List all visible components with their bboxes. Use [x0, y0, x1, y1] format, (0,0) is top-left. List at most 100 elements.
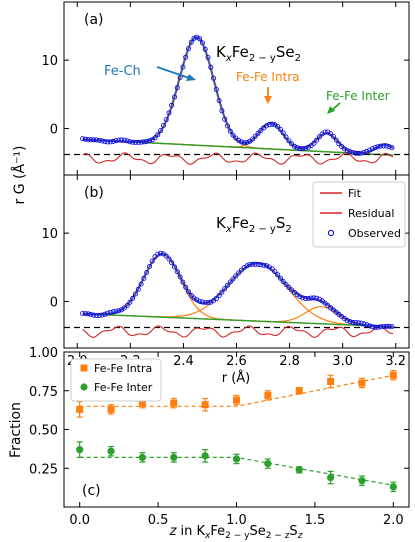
observed-point [336, 141, 342, 147]
observed-point [333, 137, 339, 143]
peak-component-2 [82, 132, 394, 156]
observed-point [252, 261, 258, 267]
observed-point [375, 144, 381, 150]
observed-point [353, 320, 359, 326]
observed-point [241, 140, 247, 146]
observed-point [180, 64, 186, 70]
observed-point [344, 317, 350, 323]
observed-point [99, 312, 105, 318]
observed-point [171, 94, 177, 100]
observed-point [208, 64, 214, 70]
panel-a-plot-area [64, 34, 409, 165]
observed-point [121, 305, 127, 311]
observed-point [347, 149, 353, 155]
observed-point [247, 262, 253, 268]
observed-point [158, 250, 164, 256]
intra-point [295, 387, 303, 395]
observed-point [171, 264, 177, 270]
observed-point [302, 295, 308, 301]
residual-line [82, 325, 394, 338]
observed-point [255, 261, 261, 267]
observed-point [188, 292, 194, 298]
observed-point [369, 324, 375, 330]
observed-point [236, 270, 242, 276]
y-tick-label: 0 [50, 123, 58, 138]
intra-point [138, 399, 146, 407]
observed-point [286, 138, 292, 144]
observed-point [138, 139, 144, 145]
observed-point [252, 133, 258, 139]
fit-red-line [82, 253, 394, 329]
observed-point [286, 284, 292, 290]
x-tick-label: 0.0 [69, 513, 90, 528]
observed-point [199, 40, 205, 46]
observed-point [202, 46, 208, 52]
observed-point [113, 308, 119, 314]
observed-point [361, 149, 367, 155]
observed-point [96, 313, 102, 319]
observed-point [155, 132, 161, 138]
observed-point [369, 146, 375, 152]
observed-point [107, 309, 113, 315]
observed-point [291, 143, 297, 149]
observed-point [230, 276, 236, 282]
inter-point [264, 460, 272, 468]
observed-point [138, 281, 144, 287]
observed-point [272, 269, 278, 275]
observed-point [124, 138, 130, 144]
observed-point [152, 135, 158, 141]
panel-c-legend: Fe-Fe Intra Fe-Fe Inter [70, 358, 162, 402]
observed-point [222, 286, 228, 292]
observed-point [141, 275, 147, 281]
observed-point [258, 127, 264, 133]
observed-point [116, 137, 122, 143]
arrow-fe-fe-inter-head [327, 106, 335, 114]
inter-point [232, 455, 241, 463]
observed-point [144, 138, 150, 144]
observed-point [91, 137, 97, 143]
observed-point [105, 310, 111, 316]
arrow-fe-ch-head [186, 74, 196, 81]
observed-point [389, 145, 395, 151]
observed-point [308, 295, 314, 301]
legend-residual-label: Residual [348, 207, 394, 220]
fit-dashed-0 [79, 374, 394, 407]
panel-b-y-ticks: 0 10 [41, 227, 409, 311]
intra-point [264, 391, 272, 399]
observed-point [163, 253, 169, 259]
observed-point [364, 148, 370, 154]
observed-point [350, 149, 356, 155]
x-tick-label: 0.5 [148, 513, 169, 528]
observed-point [82, 311, 88, 317]
observed-point [107, 139, 113, 145]
observed-point [380, 143, 386, 149]
observed-point [280, 130, 286, 136]
panel-c: 0.25 0.50 0.75 1.00 0.0 0.5 1.0 1.5 2.0 (c) Fe-… [8, 346, 410, 541]
observed-point [185, 289, 191, 295]
observed-point [224, 282, 230, 288]
observed-point [297, 145, 303, 151]
annotation-fe-fe-intra: Fe-Fe Intra [236, 70, 300, 84]
observed-point [146, 138, 152, 144]
observed-point [266, 122, 272, 128]
observed-point [119, 137, 125, 143]
observed-point [372, 145, 378, 151]
x-tick-label: 2.8 [279, 354, 300, 369]
x-tick-label: 2.4 [173, 354, 194, 369]
observed-point [213, 87, 219, 93]
observed-point [341, 146, 347, 152]
observed-point [250, 261, 256, 267]
panel-b-label: (b) [84, 185, 104, 201]
observed-point [132, 139, 138, 145]
annotation-fe-ch: Fe-Ch [104, 64, 141, 79]
observed-point [127, 139, 133, 145]
legend-fit-label: Fit [348, 187, 362, 200]
observed-point [269, 121, 275, 127]
legend-box [312, 181, 406, 248]
inter-point [170, 453, 178, 461]
intra-point [389, 371, 397, 379]
x-tick-label: 3.0 [332, 354, 353, 369]
observed-point [110, 138, 116, 144]
observed-point [238, 267, 244, 273]
